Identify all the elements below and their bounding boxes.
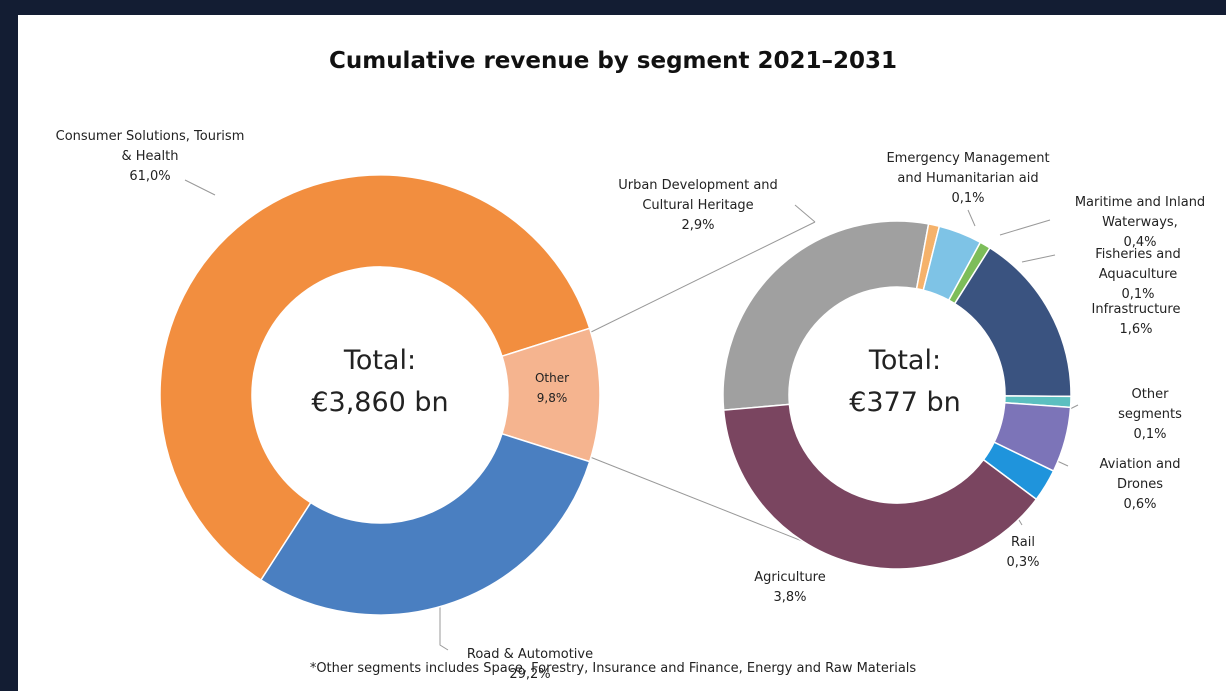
slice-label: Aviation and Drones 0,6%: [1097, 455, 1183, 515]
category-label: Infrastructure: [1091, 302, 1181, 317]
category-label: Other: [534, 371, 570, 385]
chart-title: Cumulative revenue by segment 2021–2031: [329, 48, 897, 74]
value-label: 2,9%: [681, 218, 715, 233]
slice-label: Fisheries and Aquaculture 0,1%: [1094, 245, 1182, 305]
center-label: Total:: [343, 345, 416, 376]
slice-label: Consumer Solutions, Tourism & Health 61,0…: [55, 127, 245, 187]
category-label: Other segments: [1118, 387, 1182, 422]
value-label: 0,1%: [1121, 287, 1155, 302]
leader-line: [794, 204, 816, 223]
category-label: Urban Development and Cultural Heritage: [618, 178, 778, 213]
connector-line: [584, 221, 816, 336]
value-label: 29,2%: [509, 667, 551, 682]
leader-line: [1021, 254, 1056, 263]
value-label: 0,1%: [1133, 427, 1167, 442]
category-label: Consumer Solutions, Tourism & Health: [55, 129, 245, 164]
value-label: 3,8%: [773, 590, 807, 605]
value-label: 0,1%: [951, 191, 985, 206]
leader-line: [184, 179, 216, 196]
value-label: 0,6%: [1123, 497, 1157, 512]
value-label: 0,4%: [1123, 235, 1157, 250]
slice-label: Infrastructure 1,6%: [1092, 300, 1181, 340]
value-label: 0,3%: [1006, 555, 1040, 570]
leader-line: [999, 219, 1051, 236]
slice-label: Other segments 0,1%: [1112, 385, 1188, 445]
donut-slice: [722, 403, 1038, 570]
footnote: *Other segments includes Space, Forestry…: [310, 661, 917, 676]
category-label: Rail: [1011, 535, 1035, 550]
leader-line: [967, 209, 976, 227]
slice-label: Road & Automotive 29,2%: [467, 645, 593, 685]
slice-label: Maritime and Inland Waterways, 0,4%: [1058, 193, 1223, 253]
donut-slice: [722, 220, 930, 411]
value-label: 9,8%: [536, 391, 568, 405]
slice-label: Other 9,8%: [535, 368, 569, 408]
leader-line: [439, 605, 449, 651]
value-label: 1,6%: [1119, 322, 1153, 337]
center-label: €3,860 bn: [311, 387, 448, 418]
center-label: Total:: [868, 345, 941, 376]
slice-label: Urban Development and Cultural Heritage 2…: [603, 176, 793, 236]
category-label: Agriculture: [754, 570, 826, 585]
donut-slice: [259, 432, 591, 616]
slice-label: Rail 0,3%: [1006, 533, 1039, 573]
category-label: Fisheries and Aquaculture: [1095, 247, 1181, 282]
category-label: Aviation and Drones: [1099, 457, 1181, 492]
value-label: 61,0%: [129, 169, 171, 184]
category-label: Emergency Management and Humanitarian ai…: [886, 151, 1050, 186]
donut-slice: [159, 174, 591, 582]
category-label: Road & Automotive: [466, 647, 594, 662]
slice-label: Emergency Management and Humanitarian ai…: [873, 149, 1063, 209]
center-label: €377 bn: [849, 387, 961, 418]
category-label: Maritime and Inland Waterways,: [1074, 195, 1206, 230]
slice-label: Agriculture 3,8%: [754, 568, 826, 608]
